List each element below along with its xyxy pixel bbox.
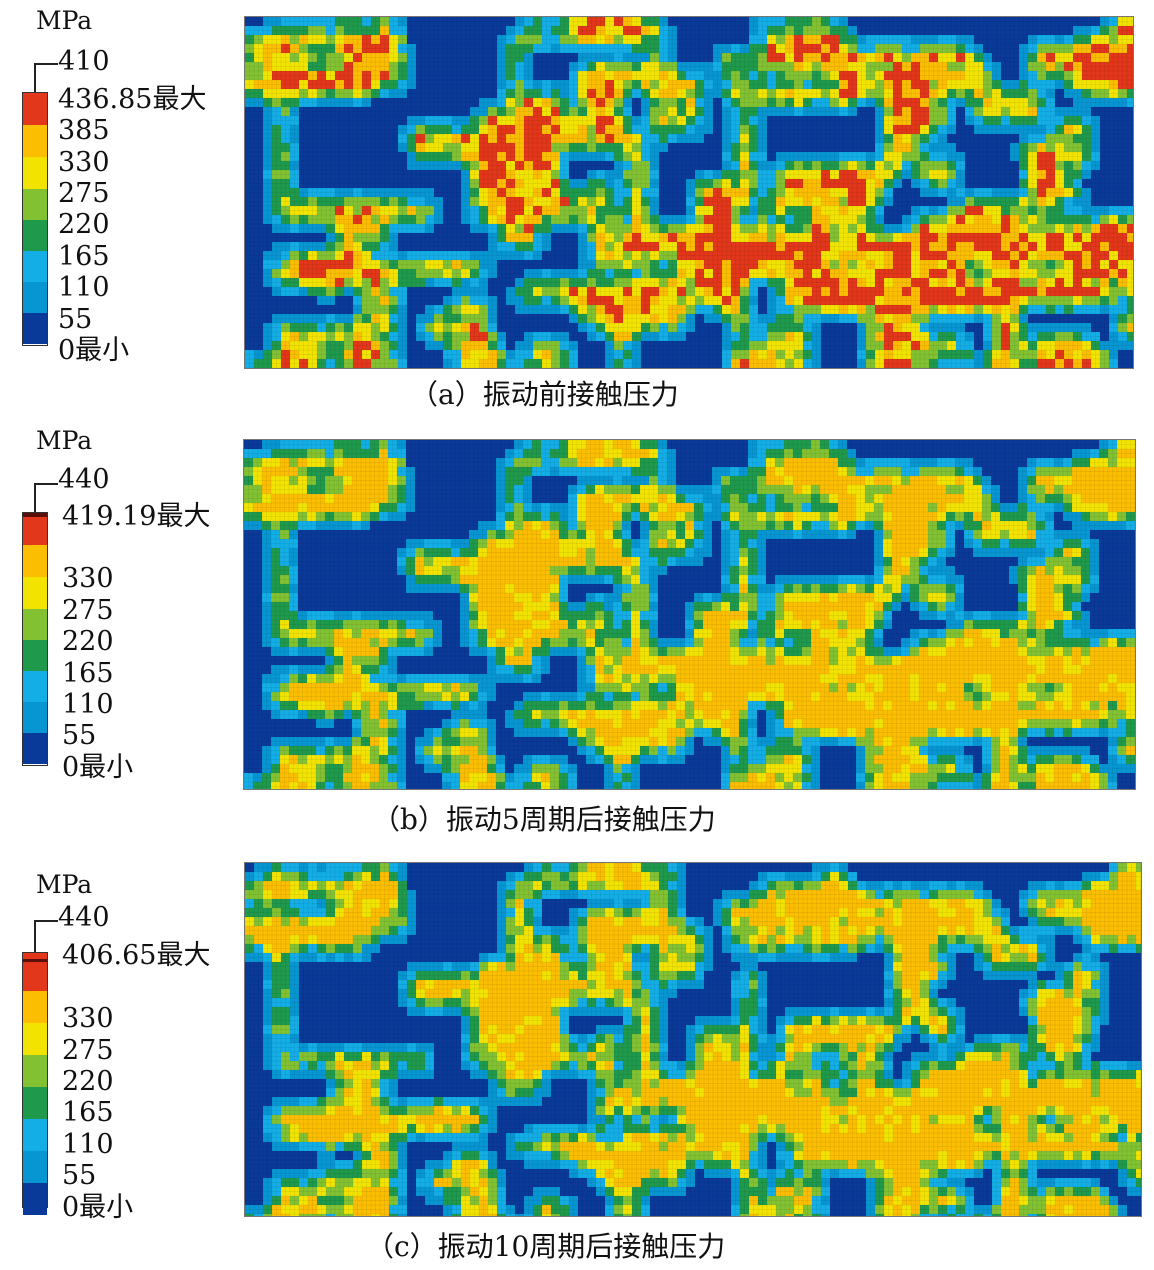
caption: （b）振动5周期后接触压力 bbox=[372, 803, 716, 836]
tick-label: 0最小 bbox=[62, 752, 134, 783]
tick-label: 330 bbox=[58, 147, 110, 178]
tick-label: 0最小 bbox=[62, 1192, 134, 1223]
panel-a: MPa 410 436.85最大 385 330 275 220 165 110… bbox=[0, 0, 1154, 410]
colorbar bbox=[22, 512, 48, 766]
unit-label: MPa bbox=[36, 426, 93, 455]
contact-pressure-map bbox=[244, 862, 1142, 1217]
tick-label: 275 bbox=[58, 178, 110, 209]
max-value-label: 436.85最大 bbox=[58, 84, 207, 115]
tick-label: 0最小 bbox=[58, 335, 130, 366]
max-leader-line bbox=[34, 920, 58, 952]
tick-label: 55 bbox=[58, 304, 93, 335]
tick-label: 110 bbox=[62, 1129, 114, 1160]
caption: （c）振动10周期后接触压力 bbox=[366, 1230, 726, 1263]
tick-label: 275 bbox=[62, 595, 114, 626]
tick-label: 55 bbox=[62, 1160, 97, 1191]
colorbar bbox=[22, 952, 48, 1215]
max-tick-label: 440 bbox=[58, 464, 110, 495]
tick-label: 165 bbox=[58, 241, 110, 272]
tick-label: 110 bbox=[58, 272, 110, 303]
tick-label: 330 bbox=[62, 563, 114, 594]
colorbar bbox=[22, 92, 48, 346]
max-leader-line bbox=[34, 63, 58, 92]
max-tick-label: 410 bbox=[58, 46, 110, 77]
tick-label: 110 bbox=[62, 689, 114, 720]
max-leader-line bbox=[34, 483, 58, 512]
tick-label: 275 bbox=[62, 1035, 114, 1066]
panel-b: MPa 440 419.19最大 330 275 220 165 110 55 … bbox=[22, 426, 1136, 836]
max-tick-label: 440 bbox=[58, 902, 110, 933]
tick-label: 385 bbox=[58, 115, 110, 146]
max-value-label: 406.65最大 bbox=[62, 940, 211, 971]
contact-pressure-map bbox=[243, 439, 1136, 790]
max-value-label: 419.19最大 bbox=[62, 501, 211, 532]
tick-label: 165 bbox=[62, 658, 114, 689]
tick-label: 55 bbox=[62, 720, 97, 751]
unit-label: MPa bbox=[36, 6, 93, 35]
tick-label: 220 bbox=[62, 1066, 114, 1097]
tick-label: 220 bbox=[62, 626, 114, 657]
caption: （a）振动前接触压力 bbox=[410, 378, 679, 411]
unit-label: MPa bbox=[36, 870, 93, 899]
contact-pressure-map bbox=[244, 16, 1134, 369]
tick-label: 330 bbox=[62, 1003, 114, 1034]
tick-label: 220 bbox=[58, 209, 110, 240]
tick-label: 165 bbox=[62, 1097, 114, 1128]
